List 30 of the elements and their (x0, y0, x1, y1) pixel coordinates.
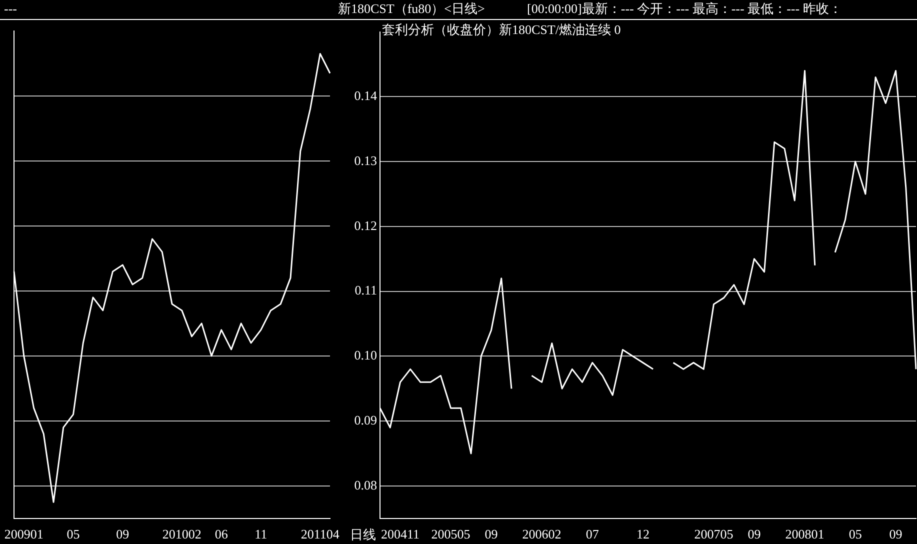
text: --- (4, 1, 17, 17)
y-tick-label: 0.11 (354, 282, 377, 298)
y-tick-label: 0.08 (354, 477, 377, 492)
chart-title: 新180CST（fu80）<日线> (338, 1, 485, 17)
x-tick-label: 07 (586, 526, 600, 542)
x-tick-label: 09 (748, 526, 761, 542)
x-tick-label: 200801 (785, 526, 824, 542)
text: 日线 (350, 527, 376, 543)
x-tick-label: 06 (214, 526, 228, 542)
y-tick-label: 0.14 (354, 88, 378, 104)
y-tick-label: 0.10 (354, 348, 377, 363)
x-tick-label: 200411 (380, 526, 420, 542)
y-tick-label: 0.09 (354, 412, 377, 428)
x-tick-label: 200505 (431, 526, 470, 542)
x-tick-label: 201002 (162, 526, 202, 542)
x-tick-label: 05 (848, 526, 862, 542)
x-tick-label: 09 (889, 526, 902, 542)
y-tick-label: 0.12 (354, 218, 377, 233)
text: [00:00:00]最新：--- 今开：--- 最高：--- 最低：--- 昨收： (527, 1, 842, 17)
y-tick-label: 0.13 (354, 152, 377, 168)
x-tick-label: 11 (254, 526, 268, 542)
x-tick-label: 05 (66, 526, 80, 542)
x-tick-label: 09 (116, 526, 130, 542)
x-tick-label: 200602 (522, 526, 562, 542)
x-tick-label: 201104 (300, 526, 340, 542)
x-tick-label: 09 (484, 526, 498, 542)
chart-subtitle: 套利分析（收盘价）新180CST/燃油连续 0 (382, 22, 621, 38)
x-tick-label: 12 (636, 526, 650, 542)
x-tick-label: 200901 (4, 526, 44, 542)
x-tick-label: 200705 (694, 526, 734, 542)
